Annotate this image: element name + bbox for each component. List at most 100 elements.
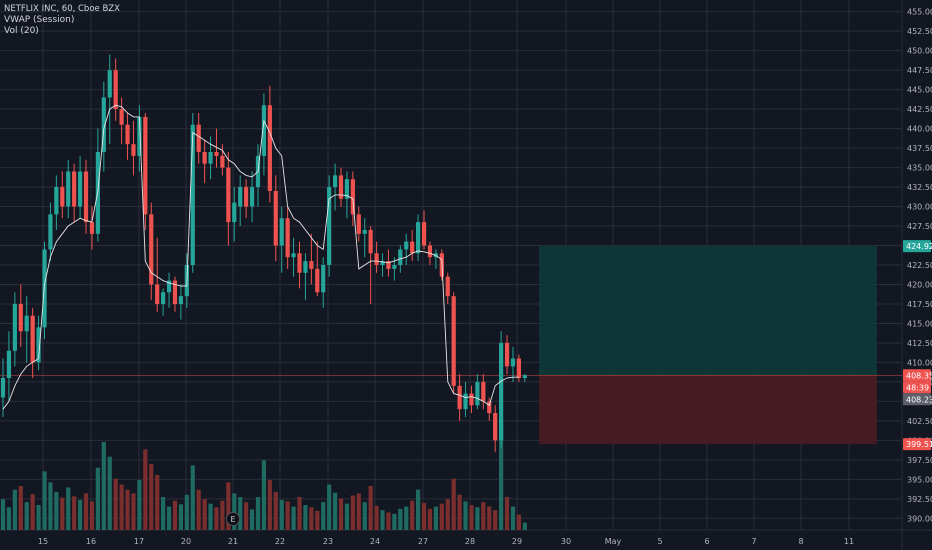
candle bbox=[510, 346, 516, 382]
volume-bar bbox=[261, 460, 267, 530]
candle-body bbox=[0, 378, 6, 398]
candle-body bbox=[18, 303, 23, 332]
volume-bar bbox=[24, 502, 29, 530]
volume-bar bbox=[309, 507, 314, 530]
candle-body bbox=[386, 261, 391, 269]
price-tag-background bbox=[903, 381, 931, 394]
candle-body bbox=[398, 249, 403, 265]
candle bbox=[332, 163, 338, 211]
candle bbox=[113, 58, 118, 121]
volume-bar bbox=[42, 471, 47, 530]
candle bbox=[469, 385, 474, 414]
candle bbox=[309, 233, 314, 285]
candle bbox=[125, 113, 130, 160]
candle bbox=[0, 358, 6, 417]
volume-bar bbox=[368, 486, 373, 530]
candle-body bbox=[238, 187, 243, 207]
candle bbox=[297, 241, 302, 289]
volume-bar bbox=[6, 507, 12, 530]
legend-symbol[interactable]: NETFLIX INC, 60, Cboe BZX bbox=[4, 4, 120, 14]
candle-body bbox=[327, 187, 332, 265]
volume-bar bbox=[273, 491, 278, 530]
candle-body bbox=[12, 303, 17, 351]
x-tick-label: 23 bbox=[323, 537, 333, 546]
candle bbox=[451, 292, 456, 394]
volume-bar bbox=[72, 496, 77, 530]
candle bbox=[244, 179, 249, 219]
x-axis: 15 16 17 20 21 22 23 24 27 28 29 30 May 5 6 7 8 11 bbox=[38, 537, 854, 546]
candle-body bbox=[451, 296, 456, 386]
candle-body bbox=[72, 171, 77, 207]
candle bbox=[18, 284, 23, 347]
y-tick-label: 412.50 bbox=[907, 339, 932, 348]
price-tags: 424.92 408.35 48:39 408.23 399.51 bbox=[903, 240, 932, 451]
volume-bar bbox=[208, 503, 213, 530]
volume-bar bbox=[463, 501, 468, 530]
volume-bar bbox=[238, 497, 243, 530]
volume-bar bbox=[398, 508, 403, 530]
volume-bar bbox=[107, 456, 112, 530]
volume-bar bbox=[125, 489, 130, 530]
candle bbox=[261, 93, 267, 176]
price-tag-target: 424.92 bbox=[903, 240, 932, 253]
volume-bar bbox=[119, 484, 124, 530]
x-tick-label: May bbox=[605, 537, 622, 546]
candle bbox=[238, 175, 243, 227]
legend-volume[interactable]: Vol (20) bbox=[4, 26, 39, 36]
volume-bar bbox=[155, 475, 160, 530]
earnings-marker[interactable]: E bbox=[226, 512, 240, 526]
candle bbox=[226, 151, 231, 246]
candle bbox=[107, 54, 112, 145]
volume-bar bbox=[30, 494, 35, 530]
candle bbox=[457, 374, 462, 421]
volume-bar bbox=[77, 499, 83, 530]
candle-body bbox=[499, 342, 504, 441]
candle-body bbox=[101, 97, 106, 152]
candle-body bbox=[457, 385, 462, 410]
price-tag-countdown: 48:39 bbox=[903, 381, 931, 394]
volume-bar bbox=[445, 499, 450, 530]
target-zone bbox=[539, 246, 877, 376]
candle-body bbox=[410, 241, 415, 254]
volume-bar bbox=[410, 500, 415, 530]
volume-bar bbox=[255, 497, 261, 530]
candle-body bbox=[48, 214, 53, 250]
candle-body bbox=[36, 327, 41, 363]
candle-body bbox=[166, 280, 172, 293]
volume-bar bbox=[190, 465, 195, 530]
candle-body bbox=[220, 155, 225, 168]
candle bbox=[149, 202, 154, 301]
candle bbox=[499, 331, 504, 449]
price-tag-background bbox=[903, 393, 931, 406]
legend-vwap[interactable]: VWAP (Session) bbox=[4, 15, 75, 25]
candle-body bbox=[83, 171, 89, 223]
volume-bar bbox=[421, 502, 427, 530]
candle bbox=[368, 226, 373, 304]
volume-bar bbox=[244, 502, 249, 530]
volume-bar bbox=[12, 489, 17, 530]
candle bbox=[166, 272, 172, 308]
candle bbox=[60, 171, 65, 219]
y-tick-label: 422.50 bbox=[907, 261, 932, 270]
candle bbox=[30, 307, 35, 379]
volume-bar bbox=[214, 507, 219, 530]
volume-bar bbox=[54, 491, 59, 530]
volume-bar bbox=[113, 478, 118, 530]
candle-body bbox=[6, 350, 12, 379]
candle-body bbox=[89, 222, 95, 234]
volume-bar bbox=[137, 480, 142, 530]
candle-body bbox=[137, 116, 142, 156]
candle bbox=[273, 175, 278, 262]
candle-body bbox=[309, 261, 314, 269]
volume-bar bbox=[95, 467, 100, 530]
candle bbox=[344, 171, 350, 219]
volume-bar bbox=[356, 493, 361, 530]
candle-body bbox=[149, 214, 154, 285]
candle-body bbox=[368, 229, 373, 254]
candle bbox=[72, 163, 77, 223]
y-tick-label: 397.50 bbox=[907, 456, 932, 465]
volume-bar bbox=[149, 464, 154, 530]
x-tick-label: 17 bbox=[134, 537, 144, 546]
volume-bar bbox=[36, 505, 41, 530]
